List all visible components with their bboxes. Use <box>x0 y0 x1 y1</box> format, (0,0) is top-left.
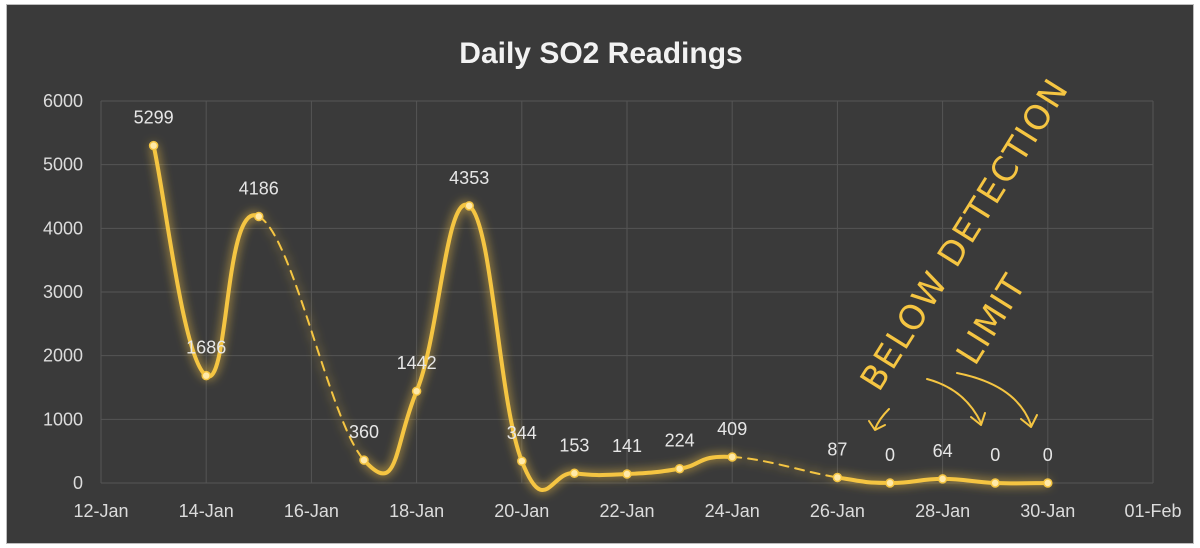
series-segment <box>519 459 577 492</box>
series-segment <box>625 466 682 477</box>
y-tick-label: 5000 <box>43 155 83 175</box>
x-tick-label: 20-Jan <box>494 501 549 521</box>
x-tick-label: 18-Jan <box>389 501 444 521</box>
data-label: 4186 <box>239 178 279 198</box>
data-point <box>359 455 369 465</box>
grid-lines <box>100 100 1154 484</box>
annotation-arrow <box>956 372 1032 426</box>
y-tick-label: 6000 <box>43 91 83 111</box>
y-axis-ticks: 0 1000 2000 3000 4000 5000 6000 <box>43 91 83 493</box>
data-point <box>727 452 737 462</box>
data-point <box>201 370 211 381</box>
annotation-arrowhead <box>868 420 886 431</box>
series-gap-segment <box>731 455 839 479</box>
series-segment <box>467 203 524 464</box>
data-labels: 5299 1686 4186 360 1442 4353 344 153 141 224 409 87… <box>134 108 1053 465</box>
data-label: 360 <box>349 422 379 442</box>
data-point <box>254 211 264 222</box>
x-tick-label: 22-Jan <box>599 501 654 521</box>
data-label: 5299 <box>134 108 174 128</box>
annotation-arrowhead <box>970 412 986 426</box>
x-axis-ticks: 12-Jan 14-Jan 16-Jan 18-Jan 20-Jan 22-Jan 24-J… <box>73 501 1181 521</box>
data-point <box>464 201 474 211</box>
series-gap-segment <box>257 215 365 462</box>
x-tick-label: 24-Jan <box>705 501 760 521</box>
y-tick-label: 3000 <box>43 282 83 302</box>
series-segment <box>362 389 419 476</box>
x-tick-label: 01-Feb <box>1124 501 1181 521</box>
data-point <box>674 463 685 474</box>
data-point <box>990 478 1000 488</box>
chart-title: Daily SO2 Readings <box>459 37 742 70</box>
data-label: 0 <box>885 445 895 465</box>
x-tick-label: 28-Jan <box>915 501 970 521</box>
data-point <box>832 472 843 483</box>
x-tick-label: 14-Jan <box>179 501 234 521</box>
data-label: 153 <box>559 435 589 455</box>
series-segment <box>888 476 945 486</box>
data-point <box>411 386 422 396</box>
series-segment <box>414 202 472 394</box>
annotation-arrow <box>874 408 890 430</box>
data-label: 409 <box>717 419 747 439</box>
annotation-arrow <box>926 378 982 424</box>
data-point <box>148 140 159 151</box>
y-tick-label: 4000 <box>43 218 83 238</box>
data-label: 87 <box>827 439 847 459</box>
data-label: 344 <box>507 423 537 443</box>
x-tick-label: 12-Jan <box>73 501 128 521</box>
series-segment <box>572 471 629 478</box>
series-segment <box>204 213 261 379</box>
x-tick-label: 26-Jan <box>810 501 865 521</box>
data-point <box>517 456 527 466</box>
x-tick-label: 16-Jan <box>284 501 339 521</box>
data-label: 4353 <box>449 168 489 188</box>
data-label: 64 <box>933 441 953 461</box>
y-tick-label: 0 <box>73 473 83 493</box>
series-segment <box>151 143 209 378</box>
data-label: 0 <box>1043 445 1053 465</box>
data-point <box>569 468 580 479</box>
data-label: 1442 <box>397 353 437 373</box>
x-tick-label: 30-Jan <box>1020 501 1075 521</box>
data-point <box>885 478 895 488</box>
y-tick-label: 1000 <box>43 409 83 429</box>
data-point <box>622 469 632 479</box>
series-line <box>151 143 1050 492</box>
data-label: 224 <box>665 431 695 451</box>
annotation-arrowhead <box>1020 414 1038 428</box>
data-points <box>148 140 1053 488</box>
data-point <box>1043 478 1053 488</box>
data-label: 1686 <box>186 338 226 358</box>
series-segment <box>940 476 998 485</box>
series-segment <box>677 454 735 471</box>
series-segment <box>835 475 892 485</box>
data-label: 0 <box>990 445 1000 465</box>
y-tick-label: 2000 <box>43 346 83 366</box>
so2-line-chart: Daily SO2 Readings 0 1000 2000 3000 4000 5000… <box>43 37 1182 521</box>
chart-area: Daily SO2 Readings 0 1000 2000 3000 4000 5000… <box>6 4 1194 544</box>
data-point <box>937 474 948 484</box>
data-label: 141 <box>612 436 642 456</box>
